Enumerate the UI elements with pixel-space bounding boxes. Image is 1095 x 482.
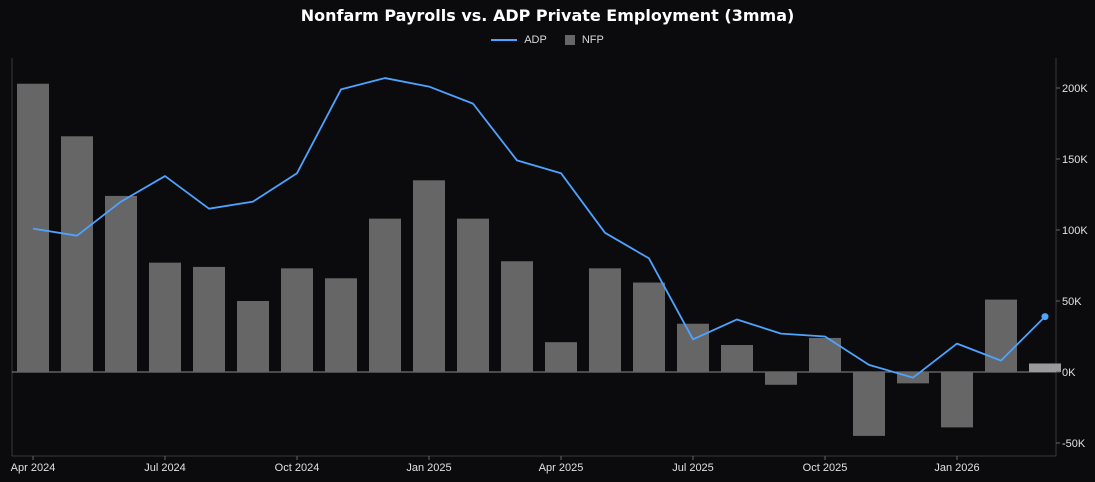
y-tick-label: 50K [1062,296,1082,308]
x-tick-label: Oct 2024 [275,462,320,474]
adp-line-swatch [491,39,518,41]
nfp-bar [1029,363,1061,372]
y-tick-label: 100K [1062,225,1088,237]
legend: ADP NFP [0,34,1095,46]
x-tick-label: Jul 2025 [672,462,714,474]
nfp-bar [17,83,49,373]
x-tick-label: Jul 2024 [144,462,186,474]
nfp-bar [413,180,445,372]
nfp-bar [589,268,621,372]
nfp-bar [765,372,797,385]
nfp-bar [633,282,665,372]
chart-title: Nonfarm Payrolls vs. ADP Private Employm… [300,6,795,25]
legend-item-nfp[interactable]: NFP [564,34,604,46]
nfp-bar [677,323,709,372]
nfp-bar [721,345,753,372]
nfp-bar [457,218,489,372]
nfp-bar-swatch [564,35,575,45]
x-tick-label: Jan 2026 [934,462,979,474]
legend-label-adp: ADP [524,34,547,46]
legend-item-adp[interactable]: ADP [491,34,547,46]
legend-label-nfp: NFP [581,34,604,46]
x-tick-label: Oct 2025 [803,462,848,474]
x-tick-label: Apr 2024 [11,462,56,474]
nfp-bar [237,301,269,372]
x-tick-label: Apr 2025 [539,462,584,474]
nfp-bar [149,262,181,372]
nfp-bar [325,278,357,372]
nfp-bar [105,195,137,372]
y-tick-label: 200K [1062,83,1088,95]
nfp-bar [281,268,313,372]
nfp-bar [853,372,885,436]
nfp-bar [193,266,225,372]
y-tick-label: 150K [1062,154,1088,166]
adp-line [32,77,1046,379]
nfp-bar [941,372,973,428]
y-tick-label: -50K [1062,438,1086,450]
nfp-bar [545,342,577,372]
adp-last-point [1041,313,1049,321]
nfp-bar [501,261,533,372]
x-tick-label: Jan 2025 [406,462,451,474]
nfp-bar [369,218,401,372]
y-tick-label: 0K [1062,367,1076,379]
nfp-bar [61,136,93,372]
